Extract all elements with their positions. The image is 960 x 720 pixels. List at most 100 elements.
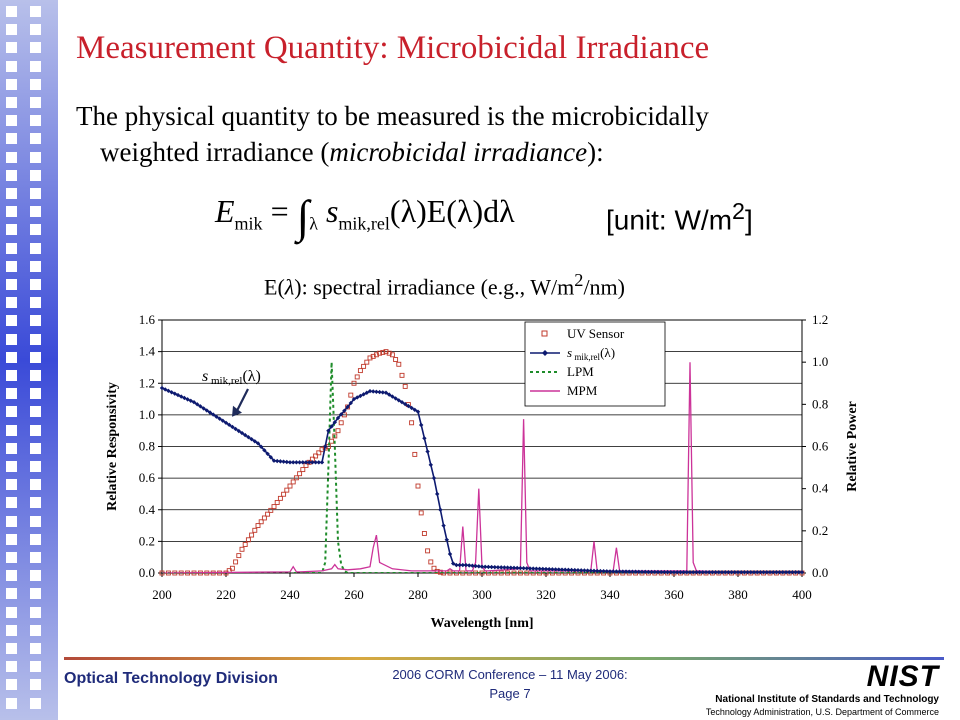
smikrel-point — [172, 391, 177, 396]
smikrel-point — [268, 455, 273, 460]
smikrel-point — [361, 392, 366, 397]
smikrel-point — [617, 569, 622, 574]
bullet-text: The physical quantity to be measured is … — [76, 98, 936, 170]
y-left-tick-label: 1.6 — [139, 312, 156, 327]
smikrel-point — [367, 388, 373, 394]
uv-sensor-point — [338, 420, 344, 426]
smikrel-point — [476, 564, 481, 569]
smikrel-point — [559, 567, 565, 572]
smikrel-point — [278, 459, 283, 464]
nist-subtitle: Technology Administration, U.S. Departme… — [705, 707, 939, 717]
smikrel-point — [575, 568, 581, 573]
uv-sensor-point — [351, 380, 357, 386]
sidebar-square — [6, 533, 17, 545]
sidebar-square — [30, 169, 41, 181]
sidebar-square — [30, 115, 41, 127]
smikrel-point — [191, 400, 197, 405]
smikrel-point — [438, 507, 443, 512]
uv-sensor-point — [271, 504, 277, 510]
sidebar-square — [6, 461, 17, 472]
sidebar-square — [6, 497, 17, 509]
uv-sensor-point — [242, 542, 248, 547]
sidebar-square — [6, 661, 17, 673]
sidebar-square — [30, 661, 41, 673]
formula-integral: ∫ — [296, 191, 310, 242]
y-right-tick-label: 1.2 — [812, 312, 828, 327]
y-left-tick-label: 0.4 — [139, 502, 156, 517]
y-right-axis-label: Relative Power — [845, 401, 860, 492]
sidebar-square — [30, 60, 41, 72]
smikrel-point — [742, 570, 747, 575]
smikrel-point — [780, 570, 785, 575]
smikrel-point — [777, 570, 782, 575]
uv-sensor-point — [332, 433, 338, 439]
sidebar-square — [30, 78, 41, 90]
sidebar-square — [6, 442, 17, 454]
uv-sensor-point — [505, 570, 511, 576]
smikrel-point — [166, 388, 171, 394]
y-left-axis-label: Relative Responsivity — [105, 382, 120, 511]
sidebar-square — [30, 24, 41, 36]
smikrel-point — [201, 406, 206, 411]
uv-sensor-point — [316, 450, 322, 456]
smikrel-point — [198, 404, 203, 409]
sidebar-square — [6, 679, 17, 691]
smikrel-point — [691, 570, 696, 575]
y-left-tick-label: 1.0 — [139, 407, 155, 422]
smikrel-point — [371, 389, 376, 394]
smikrel-point — [735, 570, 741, 575]
sidebar-square — [6, 297, 17, 309]
sidebar-square — [6, 224, 17, 236]
smikrel-point — [259, 444, 264, 450]
smikrel-point — [265, 451, 270, 456]
bullet-line-2-pre: weighted irradiance ( — [100, 137, 330, 167]
sidebar-square — [6, 242, 17, 254]
smikrel-point — [435, 491, 440, 497]
smikrel-point — [163, 387, 168, 392]
smikrel-point — [406, 403, 411, 409]
uv-sensor-point — [402, 383, 408, 389]
smikrel-point — [307, 460, 312, 465]
smikrel-point — [543, 566, 549, 572]
sidebar-square — [30, 479, 41, 491]
smikrel-point — [675, 570, 680, 575]
smikrel-point — [716, 570, 721, 575]
sidebar-square — [30, 351, 41, 363]
x-tick-label: 400 — [792, 587, 812, 602]
sidebar-square — [6, 624, 17, 636]
x-tick-label: 320 — [536, 587, 556, 602]
uv-sensor-point — [389, 352, 395, 358]
smikrel-point — [761, 570, 766, 575]
y-left-tick-label: 0.8 — [139, 439, 155, 454]
uv-sensor-point — [396, 361, 402, 367]
sidebar-square — [30, 424, 41, 436]
uv-sensor-point — [293, 475, 299, 481]
smikrel-point — [332, 420, 337, 425]
sidebar-square — [6, 351, 17, 363]
x-tick-label: 380 — [728, 587, 748, 602]
slide-title: Measurement Quantity: Microbicidal Irrad… — [76, 30, 710, 66]
smikrel-point — [790, 570, 795, 575]
uv-sensor-point — [335, 428, 341, 434]
uv-sensor-point — [290, 479, 296, 485]
y-left-tick-label: 1.4 — [139, 344, 156, 359]
smikrel-point — [300, 460, 305, 465]
sidebar-square — [6, 424, 17, 436]
y-left-tick-label: 1.2 — [139, 375, 155, 390]
uv-sensor-point — [361, 363, 367, 369]
smikrel-point — [694, 570, 699, 575]
sidebar-square — [6, 333, 17, 345]
x-tick-label: 340 — [600, 587, 620, 602]
unit-close: ] — [745, 204, 753, 236]
formula-int-lambda: λ — [309, 213, 318, 234]
smikrel-point — [195, 402, 200, 407]
sidebar-square — [30, 624, 41, 636]
sidebar-square — [6, 697, 17, 709]
smikrel-point — [655, 569, 661, 575]
smikrel-point — [313, 460, 318, 465]
smikrel-point — [723, 570, 728, 575]
y-right-tick-label: 1.0 — [812, 354, 828, 369]
legend-box — [524, 321, 666, 407]
unit-sup: 2 — [732, 198, 745, 224]
smikrel-point — [684, 570, 689, 575]
